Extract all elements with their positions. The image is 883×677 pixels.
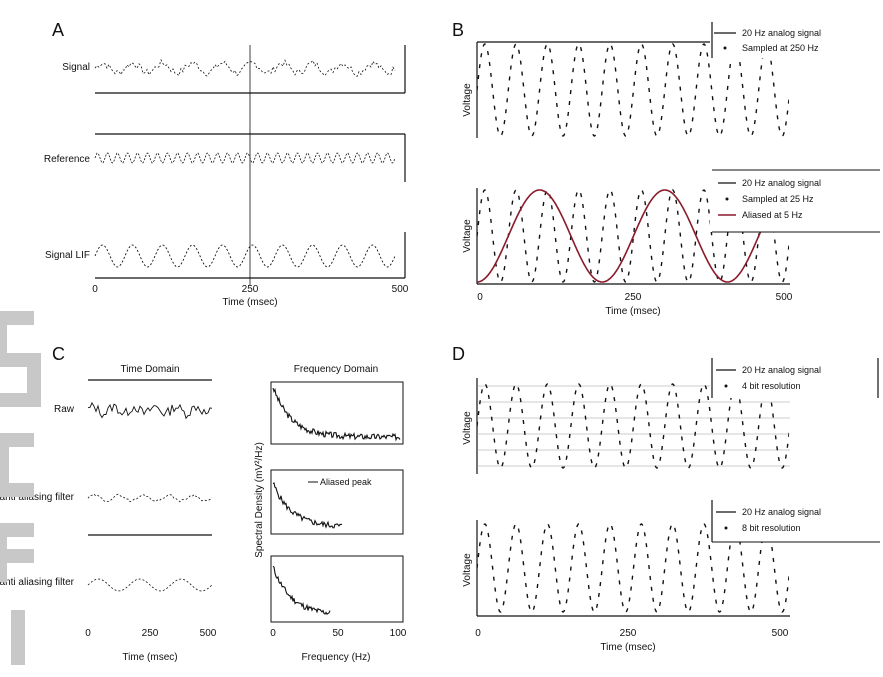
panel-b: B Voltage 20 Hz analog signal Sampled at… xyxy=(452,20,882,317)
panel-a-xlabel: Time (msec) xyxy=(222,297,277,308)
panel-d2-ylabel: Voltage xyxy=(462,553,473,587)
panel-b-xlabel: Time (msec) xyxy=(605,306,660,317)
panel-c-left-xtick-1: 250 xyxy=(142,628,159,639)
panel-c-spectrum-filtered xyxy=(272,565,331,616)
panel-c-row-label-0: Raw xyxy=(54,404,75,415)
panel-d-letter: D xyxy=(452,344,465,364)
panel-d1-legend-1: 4 bit resolution xyxy=(742,381,801,391)
panel-c-filtered-trace xyxy=(87,578,213,592)
panel-a-xtick-0: 0 xyxy=(92,284,98,295)
panel-b1-legend-0: 20 Hz analog signal xyxy=(742,28,821,38)
panel-c-row-label-2: With anti aliasing filter xyxy=(0,577,75,588)
panel-a: A Signal Reference Signal LIF 0 250 500 … xyxy=(44,20,409,308)
panel-a-row-label-2: Signal LIF xyxy=(45,250,90,261)
panel-c-left-xlabel: Time (msec) xyxy=(122,652,177,663)
panel-a-reference-trace xyxy=(94,152,396,164)
panel-b2-legend-0: 20 Hz analog signal xyxy=(742,178,821,188)
panel-c-right-ylabel: Spectral Density (mV²/Hz) xyxy=(254,442,265,558)
panel-b1-legend-swatch-1 xyxy=(723,46,727,50)
panel-c-annotation: Aliased peak xyxy=(320,477,372,487)
panel-a-xtick-1: 250 xyxy=(242,284,259,295)
panel-d1-ylabel: Voltage xyxy=(462,411,473,445)
panel-b-xtick-0: 0 xyxy=(477,292,483,303)
panel-c-right-title: Frequency Domain xyxy=(294,364,378,375)
panel-d1-legend-box xyxy=(710,358,882,398)
panel-d-xtick-1: 250 xyxy=(620,628,637,639)
panel-b2-legend-1: Sampled at 25 Hz xyxy=(742,194,814,204)
panel-c-spec-frame-2 xyxy=(270,555,404,623)
panel-c-spec-frame-0 xyxy=(270,381,404,445)
panel-c-right-xtick-0: 0 xyxy=(270,628,276,639)
panel-c-pre-filter-trace xyxy=(87,493,213,503)
panel-d2-legend-1: 8 bit resolution xyxy=(742,523,801,533)
panel-d2-legend-swatch-1 xyxy=(724,526,728,530)
panel-c-spectrum-raw xyxy=(272,387,401,442)
panel-d1-legend-swatch-1 xyxy=(724,384,728,388)
panel-c-left-title: Time Domain xyxy=(120,364,179,375)
panel-d-xtick-0: 0 xyxy=(475,628,481,639)
panel-b2-legend-2: Aliased at 5 Hz xyxy=(742,210,803,220)
panel-a-row-label-1: Reference xyxy=(44,154,91,165)
panel-b2-alias-curve xyxy=(477,189,789,283)
panel-a-letter: A xyxy=(52,20,64,40)
panel-d2-legend-0: 20 Hz analog signal xyxy=(742,507,821,517)
panel-c-left-xtick-2: 500 xyxy=(200,628,217,639)
panel-c-right-xlabel: Frequency (Hz) xyxy=(302,652,371,663)
panel-c-right-xtick-1: 50 xyxy=(332,628,344,639)
panel-d: D Voltage 20 Hz analog signal 4 bit reso… xyxy=(452,344,882,653)
panel-b1-legend-1: Sampled at 250 Hz xyxy=(742,43,819,53)
panel-c-letter: C xyxy=(52,344,65,364)
panel-b-letter: B xyxy=(452,20,464,40)
panel-d1-legend-0: 20 Hz analog signal xyxy=(742,365,821,375)
panel-b1-samples xyxy=(477,43,789,137)
panel-b1-legend-box xyxy=(710,22,880,58)
panel-d-xtick-2: 500 xyxy=(772,628,789,639)
panel-c: C Time Domain Frequency Domain Raw Pre a… xyxy=(0,344,407,663)
panel-b2-legend-swatch-1 xyxy=(725,197,729,201)
panel-a-xtick-2: 500 xyxy=(392,284,409,295)
panel-d2-legend-box xyxy=(710,500,882,542)
panel-c-row-label-1: Pre anti aliasing filter xyxy=(0,492,75,503)
panel-a-lif-trace xyxy=(94,244,396,268)
panel-b-xtick-2: 500 xyxy=(776,292,793,303)
panel-c-raw-trace xyxy=(87,401,213,420)
panel-b2-samples xyxy=(477,189,789,283)
panel-b2-ylabel: Voltage xyxy=(462,219,473,253)
panel-c-spec-frame-1 xyxy=(270,469,404,535)
panel-c-right-xtick-2: 100 xyxy=(390,628,407,639)
panel-a-signal-trace xyxy=(94,58,396,78)
panel-b1-ylabel: Voltage xyxy=(462,83,473,117)
panel-c-left-xtick-0: 0 xyxy=(85,628,91,639)
panel-b2-legend-box xyxy=(710,170,882,232)
panel-b-xtick-1: 250 xyxy=(625,292,642,303)
panel-c-spectrum-pre xyxy=(272,482,343,529)
panel-d-xlabel: Time (msec) xyxy=(600,642,655,653)
panel-a-row-label-0: Signal xyxy=(62,62,90,73)
